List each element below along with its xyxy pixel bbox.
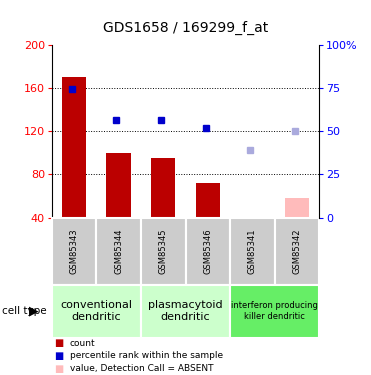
Bar xyxy=(196,183,220,218)
Text: GSM85346: GSM85346 xyxy=(203,228,212,274)
Bar xyxy=(151,158,175,218)
Text: ■: ■ xyxy=(54,338,63,348)
Bar xyxy=(141,217,186,285)
Bar xyxy=(240,217,265,220)
Text: GSM85344: GSM85344 xyxy=(114,228,123,274)
Text: GSM85343: GSM85343 xyxy=(70,228,79,274)
Text: value, Detection Call = ABSENT: value, Detection Call = ABSENT xyxy=(70,364,213,373)
Text: ▶: ▶ xyxy=(29,305,39,318)
Bar xyxy=(52,217,96,285)
Bar xyxy=(285,198,309,217)
Bar xyxy=(52,285,141,338)
Text: GSM85342: GSM85342 xyxy=(292,228,301,274)
Bar xyxy=(62,77,86,218)
Text: GDS1658 / 169299_f_at: GDS1658 / 169299_f_at xyxy=(103,21,268,35)
Text: interferon producing
killer dendritic: interferon producing killer dendritic xyxy=(231,301,318,321)
Text: percentile rank within the sample: percentile rank within the sample xyxy=(70,351,223,360)
Text: GSM85345: GSM85345 xyxy=(159,228,168,274)
Text: ■: ■ xyxy=(54,364,63,374)
Bar xyxy=(141,285,230,338)
Text: count: count xyxy=(70,339,95,348)
Bar xyxy=(275,217,319,285)
Text: GSM85341: GSM85341 xyxy=(248,228,257,274)
Bar xyxy=(230,217,275,285)
Text: ■: ■ xyxy=(54,351,63,361)
Text: plasmacytoid
dendritic: plasmacytoid dendritic xyxy=(148,300,223,322)
Bar xyxy=(106,153,131,218)
Text: cell type: cell type xyxy=(2,306,46,316)
Bar xyxy=(96,217,141,285)
Bar xyxy=(186,217,230,285)
Text: conventional
dendritic: conventional dendritic xyxy=(60,300,132,322)
Bar xyxy=(230,285,319,338)
